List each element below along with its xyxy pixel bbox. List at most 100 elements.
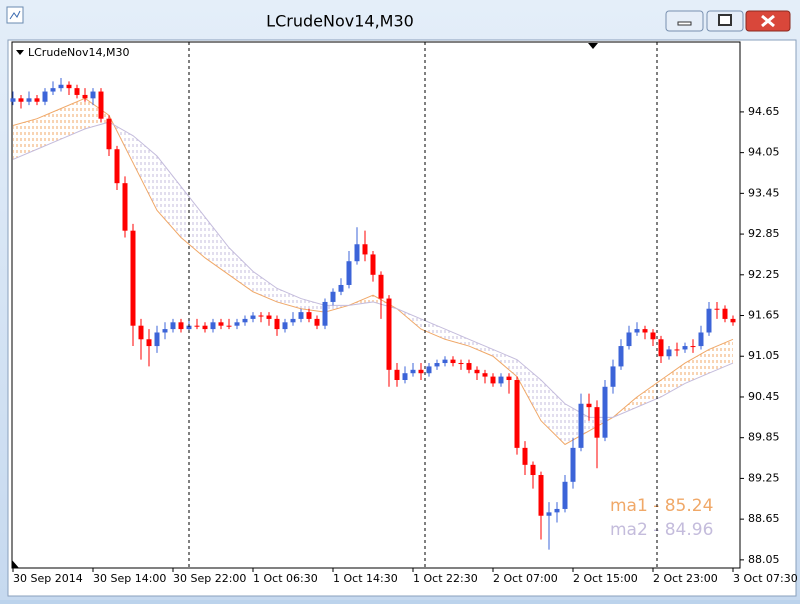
corner-marker <box>12 560 19 568</box>
x-tick-label: 1 Oct 14:30 <box>333 572 398 585</box>
minimize-glyph <box>677 21 692 26</box>
candle-body <box>66 84 72 89</box>
ma-band <box>541 379 565 445</box>
x-tick-label: 2 Oct 07:00 <box>493 572 558 585</box>
candle-body <box>106 118 112 150</box>
candle-body <box>34 98 40 102</box>
candle-body <box>650 332 656 340</box>
x-tick-label: 30 Sep 22:00 <box>173 572 246 585</box>
y-tick-label: 93.45 <box>748 186 780 199</box>
candle-body <box>490 376 496 384</box>
candle-body <box>578 403 584 448</box>
ma-band <box>205 217 229 275</box>
candle-body <box>354 244 360 262</box>
candle-body <box>570 447 576 482</box>
legend-entry: ma1 - 85.24 <box>610 496 713 516</box>
candle-body <box>170 322 176 330</box>
ma-band <box>85 98 109 129</box>
candle-body <box>466 363 472 370</box>
candle-body <box>482 373 488 377</box>
candle-body <box>346 261 352 285</box>
candle-body <box>258 315 264 317</box>
y-tick-label: 94.05 <box>748 146 780 159</box>
ma-band <box>445 329 469 347</box>
window-title: LCrudeNov14,M30 <box>266 12 414 31</box>
candle-body <box>530 464 536 476</box>
ma-band <box>133 135 157 211</box>
candle-body <box>458 363 464 365</box>
candle-body <box>426 366 432 374</box>
candle-body <box>338 284 344 292</box>
candle-body <box>586 403 592 408</box>
candle-body <box>210 322 216 330</box>
chart-area <box>7 39 797 597</box>
candle-body <box>130 230 136 326</box>
ma-band <box>661 363 685 397</box>
candle-body <box>154 332 160 347</box>
moving-averages: ma1 - 85.24 ma2 - 84.96 <box>12 97 734 540</box>
candle-body <box>722 308 728 319</box>
x-tick-label: 30 Sep 14:00 <box>93 572 166 585</box>
ma-band <box>493 349 517 377</box>
candle-body <box>74 88 80 95</box>
candle-body <box>194 325 200 327</box>
candle-body <box>706 308 712 333</box>
candle-body <box>298 312 304 319</box>
shift-marker <box>588 43 598 49</box>
candle-body <box>522 447 528 465</box>
candle-body <box>674 349 680 351</box>
candle-body <box>58 84 64 89</box>
candle-body <box>314 318 320 326</box>
candles <box>10 77 736 550</box>
candle-body <box>386 298 392 370</box>
candle-body <box>682 346 688 350</box>
candle-body <box>226 325 232 327</box>
candle-body <box>626 332 632 347</box>
minimize-button[interactable] <box>665 10 704 32</box>
candle-body <box>10 98 16 102</box>
candle-body <box>202 325 208 330</box>
candle-body <box>42 91 48 102</box>
candle-body <box>690 346 696 348</box>
candle-body <box>450 359 456 364</box>
chart-title: LCrudeNov14,M30 <box>28 46 130 59</box>
ma-band <box>301 298 325 313</box>
y-tick-label: 89.85 <box>748 431 780 444</box>
candle-body <box>138 325 144 340</box>
chart-menu-arrow <box>16 50 24 55</box>
maximize-glyph <box>718 14 732 26</box>
y-tick-label: 89.25 <box>748 471 780 484</box>
x-tick-label: 2 Oct 15:00 <box>573 572 638 585</box>
candle-body <box>90 91 96 99</box>
y-tick-label: 88.65 <box>748 512 780 525</box>
candle-body <box>186 325 192 330</box>
candle-body <box>418 369 424 374</box>
candle-body <box>514 379 520 448</box>
plot-frame <box>11 41 741 569</box>
candle-body <box>666 349 672 357</box>
candle-body <box>498 376 504 384</box>
candle-body <box>634 329 640 333</box>
y-tick-label: 90.45 <box>748 390 780 403</box>
candle-body <box>594 407 600 438</box>
legend-entry: ma2 - 84.96 <box>610 520 713 540</box>
candle-body <box>370 254 376 275</box>
candle-body <box>730 318 736 323</box>
x-tick-label: 30 Sep 2014 <box>13 572 83 585</box>
candle-body <box>218 322 224 326</box>
candle-body <box>562 481 568 509</box>
candle-body <box>18 98 24 102</box>
candle-body <box>610 366 616 387</box>
ma-band <box>181 186 205 258</box>
candle-body <box>306 312 312 319</box>
y-tick-label: 91.05 <box>748 349 780 362</box>
candle-body <box>114 149 120 184</box>
candle-body <box>394 369 400 380</box>
candle-body <box>402 373 408 380</box>
candle-body <box>442 359 448 364</box>
candle-body <box>642 329 648 333</box>
candle-body <box>362 244 368 255</box>
candle-body <box>714 308 720 310</box>
